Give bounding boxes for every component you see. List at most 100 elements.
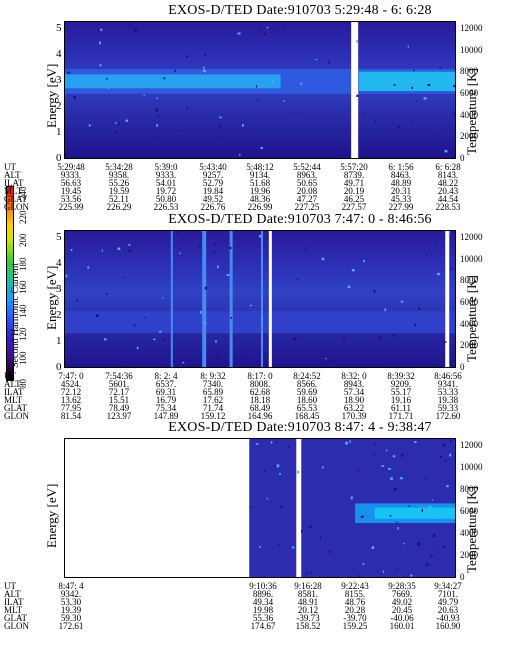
panel-1-speckle (219, 136, 222, 139)
panel-2-y2tick: 0 (460, 362, 465, 372)
panel-2-table-cell: 7:54:36 (105, 371, 133, 381)
panel-2-speckle (351, 269, 355, 272)
panel-2-table-cell: 147.89 (153, 411, 179, 421)
panel-3-table-cell: 19.39 (60, 605, 82, 615)
panel-3-speckle (424, 478, 426, 480)
panel-3-speckle (431, 499, 433, 501)
panel-3-speckle (309, 525, 312, 528)
panel-2-table-cell: 81.54 (60, 411, 82, 421)
panel-1-speckle (176, 129, 179, 131)
panel-2-speckle (261, 318, 263, 322)
panel-1-ytick: 1 (56, 126, 62, 138)
panel-3-band-core (374, 507, 455, 519)
panel-1-speckle (374, 119, 377, 122)
panel-1-table-cell: 19.45 (60, 186, 82, 196)
panel-2-speckle (384, 308, 387, 312)
panel-2-speckle (321, 257, 325, 261)
panel-3-speckle (449, 453, 452, 457)
panel-1-speckle (263, 32, 267, 36)
panel-3-speckle (389, 515, 392, 517)
panel-1-table-cell: 19.59 (108, 186, 130, 196)
panel-2-speckle (204, 286, 208, 290)
panel-2-data-gap (268, 231, 272, 367)
panel-3-row-label: GLAT (4, 613, 27, 623)
panel-3-table-cell: -39.70 (343, 613, 367, 623)
panel-1-table-cell: 5:43:40 (199, 162, 227, 172)
panel-1-table-cell: 226.99 (247, 202, 273, 212)
panel-3-y2tick: 2000 (460, 550, 478, 560)
panel-3-speckle (279, 473, 282, 475)
panel-1-table-cell: 8739. (343, 170, 365, 180)
panel-2-speckle (153, 338, 156, 341)
panel-2-table-cell: 61.11 (391, 403, 411, 413)
panel-2-ytick: 0 (56, 361, 62, 373)
panel-2-speckle (122, 365, 124, 367)
panel-1-table-cell: 46.25 (343, 194, 365, 204)
panel-2-speckle (418, 307, 421, 311)
panel-2-table-cell: 17.62 (202, 395, 224, 405)
panel-1-speckle (444, 149, 448, 153)
panel-2-speckle (216, 356, 219, 359)
panel-2-table-cell: 65.89 (202, 387, 224, 397)
panel-3-speckle (275, 441, 278, 443)
panel-1-table-cell: 49.52 (202, 194, 224, 204)
panel-3-table-cell: 19.98 (252, 605, 274, 615)
panel-2-table-cell: 5601. (108, 379, 130, 389)
panel-2-speckle (414, 323, 416, 327)
panel-3-table-cell: 9:34:27 (434, 581, 462, 591)
panel-3-speckle (437, 551, 439, 554)
panel-2-table-cell: 19.38 (437, 395, 459, 405)
panel-2-table-cell: 53.33 (437, 387, 459, 397)
panel-3-speckle (427, 512, 430, 515)
panel-1-table-cell: 5:34:28 (105, 162, 133, 172)
panel-3-speckle (382, 570, 385, 573)
panel-1-table-cell: 227.25 (294, 202, 320, 212)
panel-3-title: EXOS-D/TED Date:910703 8:47: 4 - 9:38:47 (168, 420, 432, 435)
panel-1-speckle (204, 53, 207, 57)
panel-3-speckle (399, 477, 403, 480)
panel-3-speckle (355, 577, 356, 578)
panel-3-table-cell: 49.02 (391, 597, 413, 607)
panel-2-table-cell: 62.68 (249, 387, 271, 397)
panel-2-ytick: 5 (56, 231, 62, 243)
panel-2-speckle (450, 267, 452, 271)
panel-3-speckle (432, 534, 436, 537)
panel-1-speckle (202, 69, 206, 73)
panel-2-data-gap (445, 231, 450, 367)
panel-2-speckle (133, 324, 136, 327)
panel-3-table-cell: 49.79 (437, 597, 459, 607)
panel-3-table-cell: 49.34 (252, 597, 274, 607)
panel-3-speckle (417, 542, 421, 546)
panel-1-speckle (163, 77, 166, 80)
panel-2-speckle (437, 272, 440, 276)
panel-2-speckle (448, 316, 451, 319)
panel-1-speckle (157, 114, 159, 117)
panel-1-table-cell: 225.99 (58, 202, 84, 212)
panel-1-table-cell: 8143. (437, 170, 459, 180)
panel-3-speckle (381, 465, 385, 467)
panel-3-table-cell: 20.45 (391, 605, 413, 615)
panel-2-table-cell: 57.34 (343, 387, 365, 397)
panel-3-speckle (280, 505, 283, 508)
panel-1-table-cell: 5:57:20 (340, 162, 368, 172)
panel-2-row-label: GLON (4, 411, 29, 421)
panel-1-speckle (397, 125, 400, 129)
panel-2-speckle (204, 321, 207, 325)
panel-1-table-cell: 20.43 (437, 186, 459, 196)
panel-2-table-cell: 72.12 (60, 387, 82, 397)
panel-2-table-cell: 59.33 (437, 403, 459, 413)
panel-2-speckle (179, 252, 181, 255)
panel-2-speckle (434, 243, 437, 245)
panel-2-speckle (373, 290, 376, 293)
panel-2-table-cell: 75.34 (155, 403, 177, 413)
panel-2-ytick: 2 (56, 309, 62, 321)
panel-1-row-label: ALT (4, 170, 21, 180)
panel-1-speckle (67, 71, 70, 74)
panel-2-table-cell: 8:46:56 (434, 371, 462, 381)
panel-3-table-cell: 172.61 (58, 621, 84, 631)
panel-2-speckle (217, 265, 219, 269)
panel-2-ytick: 1 (56, 335, 62, 347)
panel-1-table-cell: 48.22 (437, 178, 459, 188)
panel-2-speckle (101, 249, 103, 252)
panel-3-speckle (297, 470, 299, 474)
